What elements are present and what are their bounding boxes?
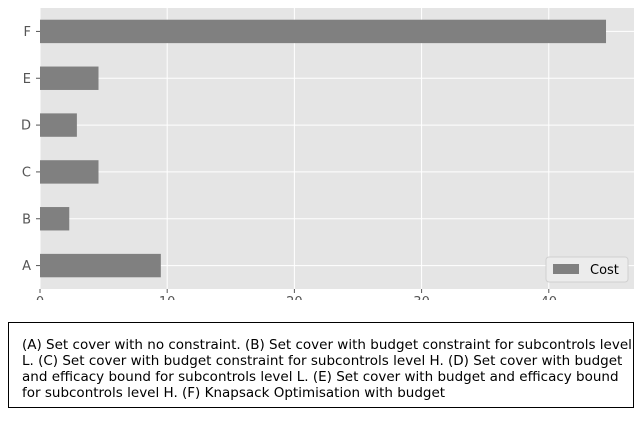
y-tick-label-E: E xyxy=(23,72,31,87)
y-tick-label-F: F xyxy=(24,25,31,40)
bar-C xyxy=(40,160,99,184)
y-tick-label-B: B xyxy=(22,212,31,227)
legend-label: Cost xyxy=(590,263,619,278)
bar-F xyxy=(40,19,607,44)
bar-E xyxy=(40,66,99,90)
legend: Cost xyxy=(545,256,629,283)
x-tick-label: 10 xyxy=(159,295,176,300)
y-tick-label-C: C xyxy=(22,165,31,180)
bar-D xyxy=(40,113,77,137)
bars xyxy=(40,19,607,278)
figure-caption: (A) Set cover with no constraint. (B) Se… xyxy=(8,322,634,408)
caption-text: (A) Set cover with no constraint. (B) Se… xyxy=(22,337,632,401)
x-tick-label: 0 xyxy=(36,295,44,300)
x-tick-label: 20 xyxy=(286,295,303,300)
bar-A xyxy=(40,253,161,278)
y-tick-label-D: D xyxy=(21,119,31,134)
plot-background xyxy=(40,8,634,289)
axes: 0 10 20 30 40 A B C D E F xyxy=(21,25,557,300)
y-tick-label-A: A xyxy=(22,259,31,274)
x-tick-label: 30 xyxy=(413,295,430,300)
bar-chart: 0 10 20 30 40 A B C D E F Cost xyxy=(21,8,634,300)
bar-B xyxy=(40,207,70,231)
x-tick-label: 40 xyxy=(541,295,558,300)
legend-swatch xyxy=(553,264,579,274)
legend-box xyxy=(545,256,629,283)
